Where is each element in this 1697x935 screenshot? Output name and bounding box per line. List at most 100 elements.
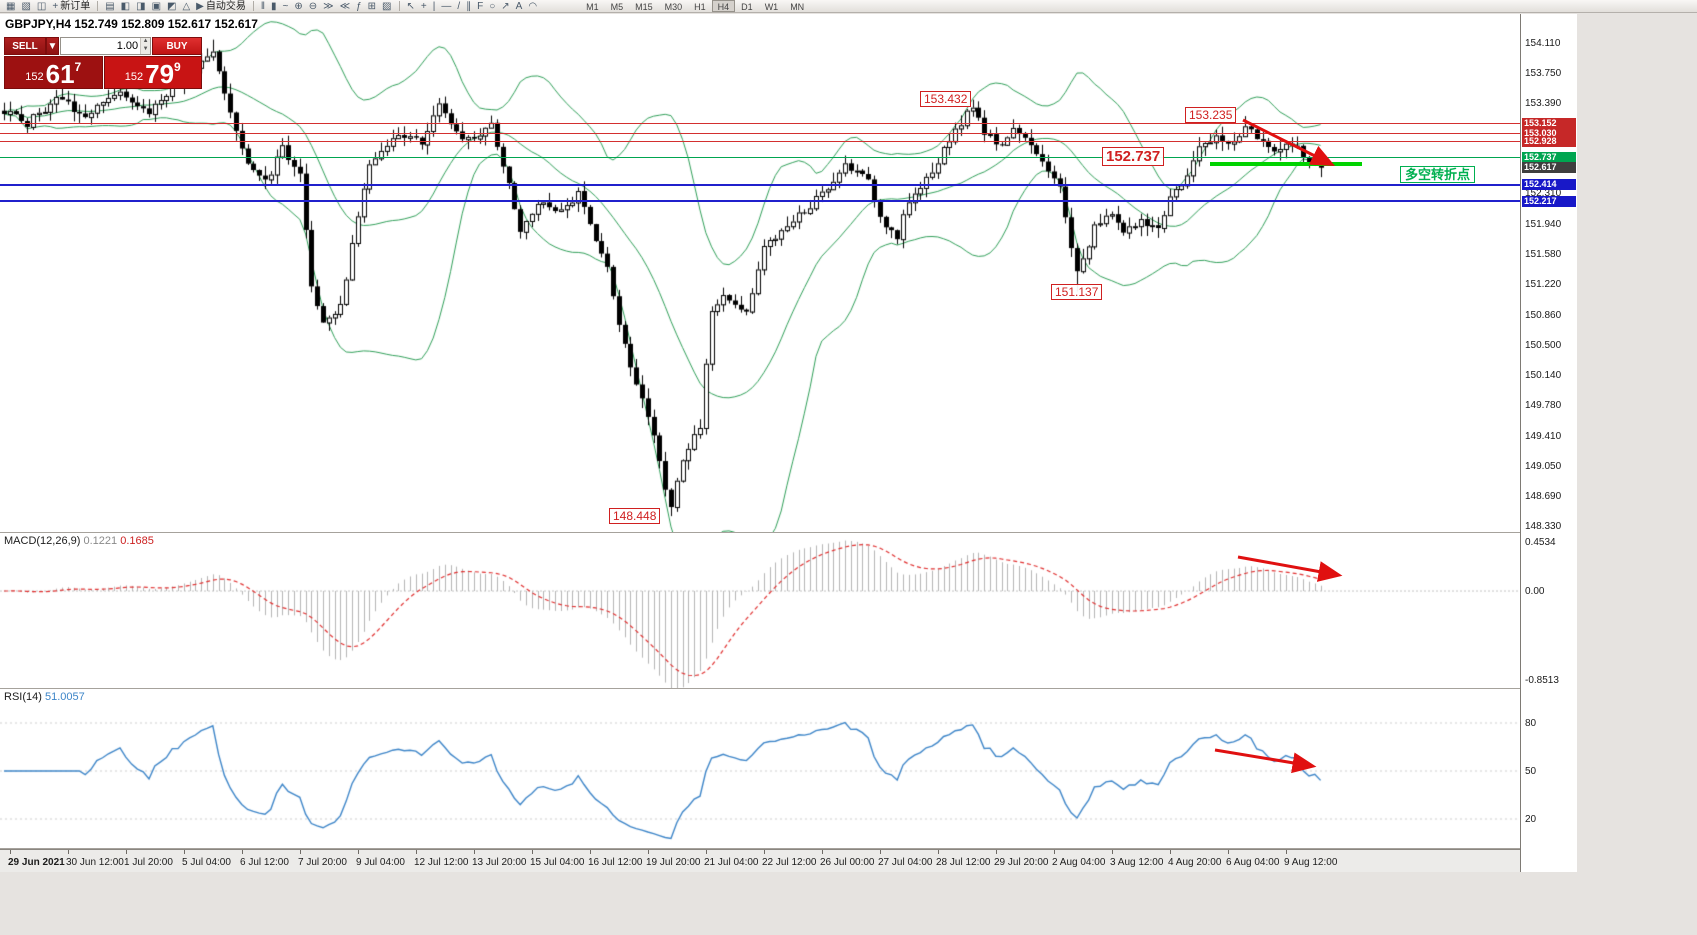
profiles-icon[interactable]: ▧ — [21, 0, 31, 12]
macd-name: MACD(12,26,9) — [4, 535, 81, 547]
line-chart-icon[interactable]: ~ — [282, 0, 289, 12]
timeframe-w1[interactable]: W1 — [764, 2, 779, 12]
price-marker: 153.030 — [1522, 127, 1576, 139]
time-tick — [126, 850, 127, 854]
alerts-icon[interactable]: △ — [182, 0, 191, 12]
time-label: 9 Aug 12:00 — [1284, 857, 1338, 868]
save-icon[interactable]: ◫ — [36, 0, 47, 12]
timeframe-m15[interactable]: M15 — [635, 2, 653, 12]
bar-chart-icon[interactable]: ‖ — [260, 0, 266, 12]
timeframe-h1[interactable]: H1 — [694, 2, 706, 12]
time-tick — [300, 850, 301, 854]
new-order-icon: + — [52, 0, 59, 12]
grid-icon[interactable]: ⊞ — [367, 0, 377, 12]
zoom-out-icon[interactable]: ⊖ — [308, 0, 318, 12]
navigator-icon[interactable]: ◨ — [136, 0, 146, 12]
price-callout: 153.235 — [1185, 107, 1237, 123]
toolbar-separator — [398, 1, 400, 11]
time-label: 6 Jul 12:00 — [240, 857, 289, 868]
order-options-dropdown[interactable]: ▼ — [46, 37, 59, 55]
time-label: 29 Jul 20:00 — [994, 857, 1049, 868]
y-axis-tick: 149.780 — [1525, 399, 1562, 411]
chart-shift-icon[interactable]: ≪ — [339, 0, 351, 12]
volume-input[interactable] — [61, 38, 141, 54]
price-callout: 148.448 — [609, 508, 661, 524]
rsi-value: 51.0057 — [44, 691, 85, 703]
main-chart-canvas[interactable] — [0, 14, 1520, 532]
strategy-tester-icon[interactable]: ◩ — [167, 0, 177, 12]
turning-point-note: 多空转折点 — [1400, 166, 1476, 183]
shapes-icon[interactable]: ○ — [489, 0, 496, 12]
zoom-in-icon[interactable]: ⊕ — [294, 0, 303, 12]
trendline-icon[interactable]: / — [457, 0, 461, 12]
new-order-button[interactable]: + 新订单 — [49, 0, 93, 12]
macd-axis-label: 0.4534 — [1525, 537, 1556, 548]
text-icon[interactable]: A — [515, 0, 523, 12]
data-window-icon[interactable]: ◧ — [120, 0, 131, 12]
templates-icon[interactable]: ▨ — [382, 0, 392, 12]
timeframe-d1[interactable]: D1 — [741, 2, 753, 12]
buy-button[interactable]: BUY — [152, 37, 202, 55]
main-toolbar: ▦ ▧ ◫ + 新订单 ▤ ◧ ◨ ▣ ◩ △ ▶ 自动交易 ‖ ▮ ~ ⊕ ⊖ ≫ ≪ ƒ ⊞ ▨ ↖ + | — / ∥ F ○ ↗ A ◠ M… — [0, 0, 1697, 13]
sell-price-panel[interactable]: 152 61 7 — [4, 56, 103, 89]
price-callout: 151.137 — [1051, 284, 1103, 300]
price-marker: 152.617 — [1522, 162, 1576, 174]
horizontal-line — [0, 132, 1520, 134]
cursor-icon[interactable]: ↖ — [406, 0, 415, 12]
horizontal-line — [0, 141, 1520, 143]
timeframe-m1[interactable]: M1 — [586, 2, 599, 12]
channel-icon[interactable]: ∥ — [466, 0, 472, 12]
time-label: 3 Aug 12:00 — [1110, 857, 1164, 868]
cycle-lines-icon[interactable]: ◠ — [528, 0, 538, 12]
terminal-icon[interactable]: ▣ — [151, 0, 162, 12]
rsi-canvas[interactable] — [0, 689, 1520, 848]
y-axis-tick: 151.580 — [1525, 249, 1562, 261]
autotrading-button[interactable]: ▶ 自动交易 — [193, 0, 249, 12]
sell-button[interactable]: SELL — [4, 37, 46, 55]
time-tick — [938, 850, 939, 854]
buy-price-panel[interactable]: 152 79 9 — [103, 56, 202, 89]
timeframe-mn[interactable]: MN — [790, 2, 805, 12]
time-tick — [184, 850, 185, 854]
new-chart-icon[interactable]: ▦ — [6, 0, 16, 12]
time-tick — [242, 850, 243, 854]
time-label: 30 Jun 12:00 — [66, 857, 124, 868]
macd-value-main: 0.1221 — [83, 535, 118, 547]
sell-price-pipette: 7 — [74, 60, 82, 74]
market-watch-icon[interactable]: ▤ — [105, 0, 115, 12]
pane-splitter[interactable] — [0, 848, 1577, 849]
y-axis-tick: 152.310 — [1525, 188, 1562, 200]
price-callout: 153.432 — [920, 91, 972, 107]
time-label: 29 Jun 2021 — [8, 857, 65, 868]
volume-down-button[interactable]: ▼ — [141, 46, 150, 54]
auto-scroll-icon[interactable]: ≫ — [323, 0, 334, 12]
time-label: 7 Jul 20:00 — [298, 857, 347, 868]
rsi-axis-label: 50 — [1525, 766, 1537, 777]
vertical-line-icon[interactable]: | — [432, 0, 436, 12]
pane-splitter[interactable] — [0, 688, 1577, 689]
macd-label: MACD(12,26,9) 0.1221 0.1685 — [4, 535, 154, 547]
time-label: 15 Jul 04:00 — [530, 857, 585, 868]
fibonacci-icon[interactable]: F — [477, 0, 484, 12]
rsi-axis-label: 80 — [1525, 718, 1537, 729]
one-click-trading-widget: SELL ▼ ▲ ▼ BUY 152 61 7 — [4, 37, 202, 89]
macd-canvas[interactable] — [0, 533, 1520, 688]
crosshair-icon[interactable]: + — [420, 0, 427, 12]
indicators-icon[interactable]: ƒ — [356, 0, 362, 12]
time-tick — [1170, 850, 1171, 854]
timeframe-h4[interactable]: H4 — [711, 0, 736, 12]
right-gutter — [1577, 14, 1697, 935]
macd-axis-label: -0.8513 — [1525, 675, 1559, 686]
candlestick-chart-icon[interactable]: ▮ — [271, 0, 277, 12]
volume-field: ▲ ▼ — [60, 37, 151, 55]
horizontal-line-icon[interactable]: — — [441, 0, 452, 12]
time-label: 28 Jul 12:00 — [936, 857, 991, 868]
timeframe-m5[interactable]: M5 — [610, 2, 624, 12]
time-tick — [1286, 850, 1287, 854]
time-label: 6 Aug 04:00 — [1226, 857, 1280, 868]
timeframe-m30[interactable]: M30 — [664, 2, 683, 12]
volume-up-button[interactable]: ▲ — [141, 38, 150, 46]
pane-splitter[interactable] — [0, 532, 1577, 533]
arrows-icon[interactable]: ↗ — [501, 0, 510, 12]
